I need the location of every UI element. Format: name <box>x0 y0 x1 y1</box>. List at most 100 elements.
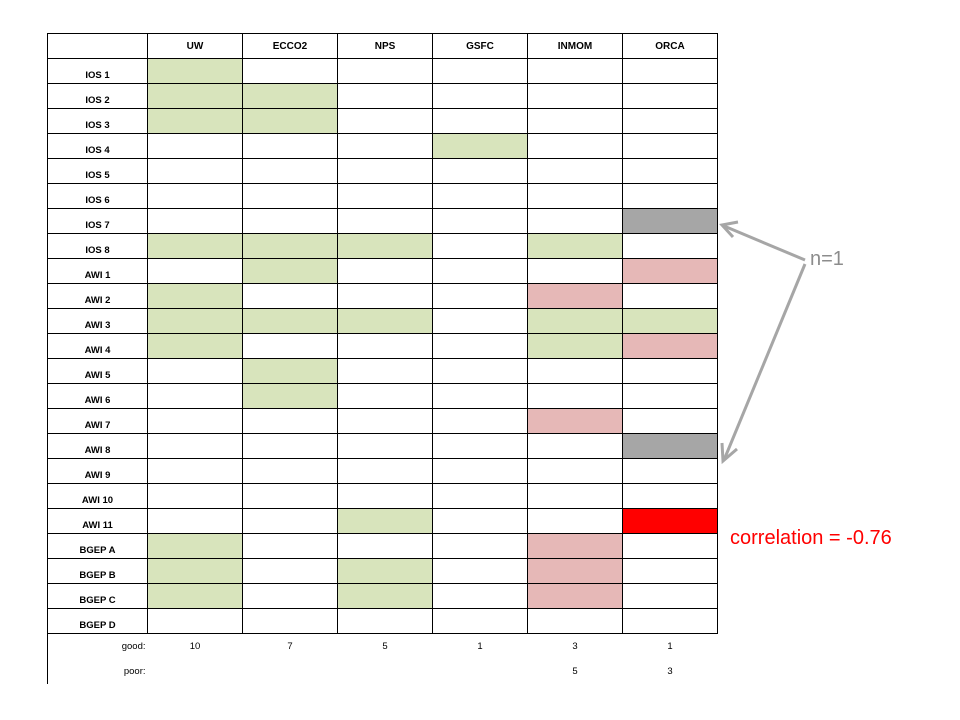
cell-empty <box>622 233 718 259</box>
table-row: BGEP D <box>47 608 718 634</box>
cell-empty <box>432 433 528 459</box>
cell-empty <box>432 183 528 209</box>
cell-empty <box>147 258 243 284</box>
table-row: IOS 6 <box>47 183 718 209</box>
cell-empty <box>432 233 528 259</box>
cell-empty <box>432 108 528 134</box>
cell-poor <box>527 408 623 434</box>
cell-empty <box>432 283 528 309</box>
cell-empty <box>432 358 528 384</box>
table-row: AWI 3 <box>47 308 718 334</box>
arrow-to-awi8 <box>722 263 807 461</box>
cell-good <box>242 233 338 259</box>
cell-empty <box>242 158 338 184</box>
cell-empty <box>432 308 528 334</box>
cell-poor <box>527 283 623 309</box>
cell-empty <box>147 358 243 384</box>
cell-good <box>242 383 338 409</box>
table-row: IOS 7 <box>47 208 718 234</box>
cell-empty <box>147 208 243 234</box>
cell-empty <box>432 58 528 84</box>
cell-empty <box>147 158 243 184</box>
cell-empty <box>337 458 433 484</box>
table-row: AWI 8 <box>47 433 718 459</box>
cell-empty <box>242 183 338 209</box>
table-row: AWI 5 <box>47 358 718 384</box>
cell-empty <box>622 183 718 209</box>
cell-good <box>147 83 243 109</box>
cell-empty <box>337 333 433 359</box>
table-row: IOS 3 <box>47 108 718 134</box>
good-count-row-value: 3 <box>572 640 578 652</box>
row-label: AWI 4 <box>47 333 148 359</box>
table-row: AWI 1 <box>47 258 718 284</box>
cell-good <box>147 283 243 309</box>
cell-empty <box>527 608 623 634</box>
cell-poor <box>527 533 623 559</box>
table-row: AWI 6 <box>47 383 718 409</box>
cell-empty <box>242 508 338 534</box>
cell-empty <box>337 108 433 134</box>
cell-empty <box>432 458 528 484</box>
cell-gray <box>622 433 718 459</box>
row-label: AWI 3 <box>47 308 148 334</box>
cell-empty <box>622 83 718 109</box>
cell-empty <box>337 58 433 84</box>
cell-good <box>337 508 433 534</box>
cell-empty <box>242 283 338 309</box>
table-row: IOS 8 <box>47 233 718 259</box>
good-count-row-label: good: <box>47 633 148 659</box>
good-count-row-value: 1 <box>477 640 483 652</box>
cell-good <box>242 108 338 134</box>
good-count-row-value: 7 <box>287 640 293 652</box>
cell-good <box>527 333 623 359</box>
table-body: IOS 1 IOS 2 IOS 3 IOS 4 IOS 5 IOS 6 IOS 7 IOS 8… <box>47 58 718 684</box>
cell-good <box>147 533 243 559</box>
cell-empty <box>337 358 433 384</box>
cell-empty <box>432 333 528 359</box>
cell-good <box>337 558 433 584</box>
table-row: AWI 4 <box>47 333 718 359</box>
row-label: AWI 10 <box>47 483 148 509</box>
row-label: AWI 6 <box>47 383 148 409</box>
table-row: AWI 7 <box>47 408 718 434</box>
cell-good <box>242 358 338 384</box>
cell-empty <box>622 108 718 134</box>
cell-empty <box>242 58 338 84</box>
good-count-row-value: 5 <box>382 640 388 652</box>
cell-empty <box>242 333 338 359</box>
cell-empty <box>527 83 623 109</box>
cell-good <box>337 583 433 609</box>
row-label: IOS 3 <box>47 108 148 134</box>
cell-empty <box>622 458 718 484</box>
cell-empty <box>147 433 243 459</box>
cell-poor <box>622 258 718 284</box>
cell-empty <box>242 608 338 634</box>
correlation-label: correlation = -0.76 <box>730 527 892 549</box>
table-row: IOS 1 <box>47 58 718 84</box>
cell-empty <box>432 533 528 559</box>
cell-poor <box>622 333 718 359</box>
cell-empty <box>432 383 528 409</box>
arrow-head-awi8 <box>720 442 738 465</box>
row-label: IOS 5 <box>47 158 148 184</box>
cell-good <box>147 333 243 359</box>
arrow-to-ios7 <box>723 224 806 262</box>
cell-empty <box>242 583 338 609</box>
good-count-row-value: 1 <box>667 640 673 652</box>
cell-good <box>147 308 243 334</box>
arrow-head-ios7 <box>719 220 739 239</box>
table-row: AWI 2 <box>47 283 718 309</box>
cell-red <box>622 508 718 534</box>
row-label: BGEP A <box>47 533 148 559</box>
cell-empty <box>242 533 338 559</box>
cell-empty <box>527 358 623 384</box>
cell-empty <box>337 483 433 509</box>
cell-good <box>527 233 623 259</box>
cell-empty <box>622 583 718 609</box>
table-row: BGEP A <box>47 533 718 559</box>
table-row: AWI 9 <box>47 458 718 484</box>
cell-empty <box>242 208 338 234</box>
column-header-orca: ORCA <box>622 33 718 59</box>
